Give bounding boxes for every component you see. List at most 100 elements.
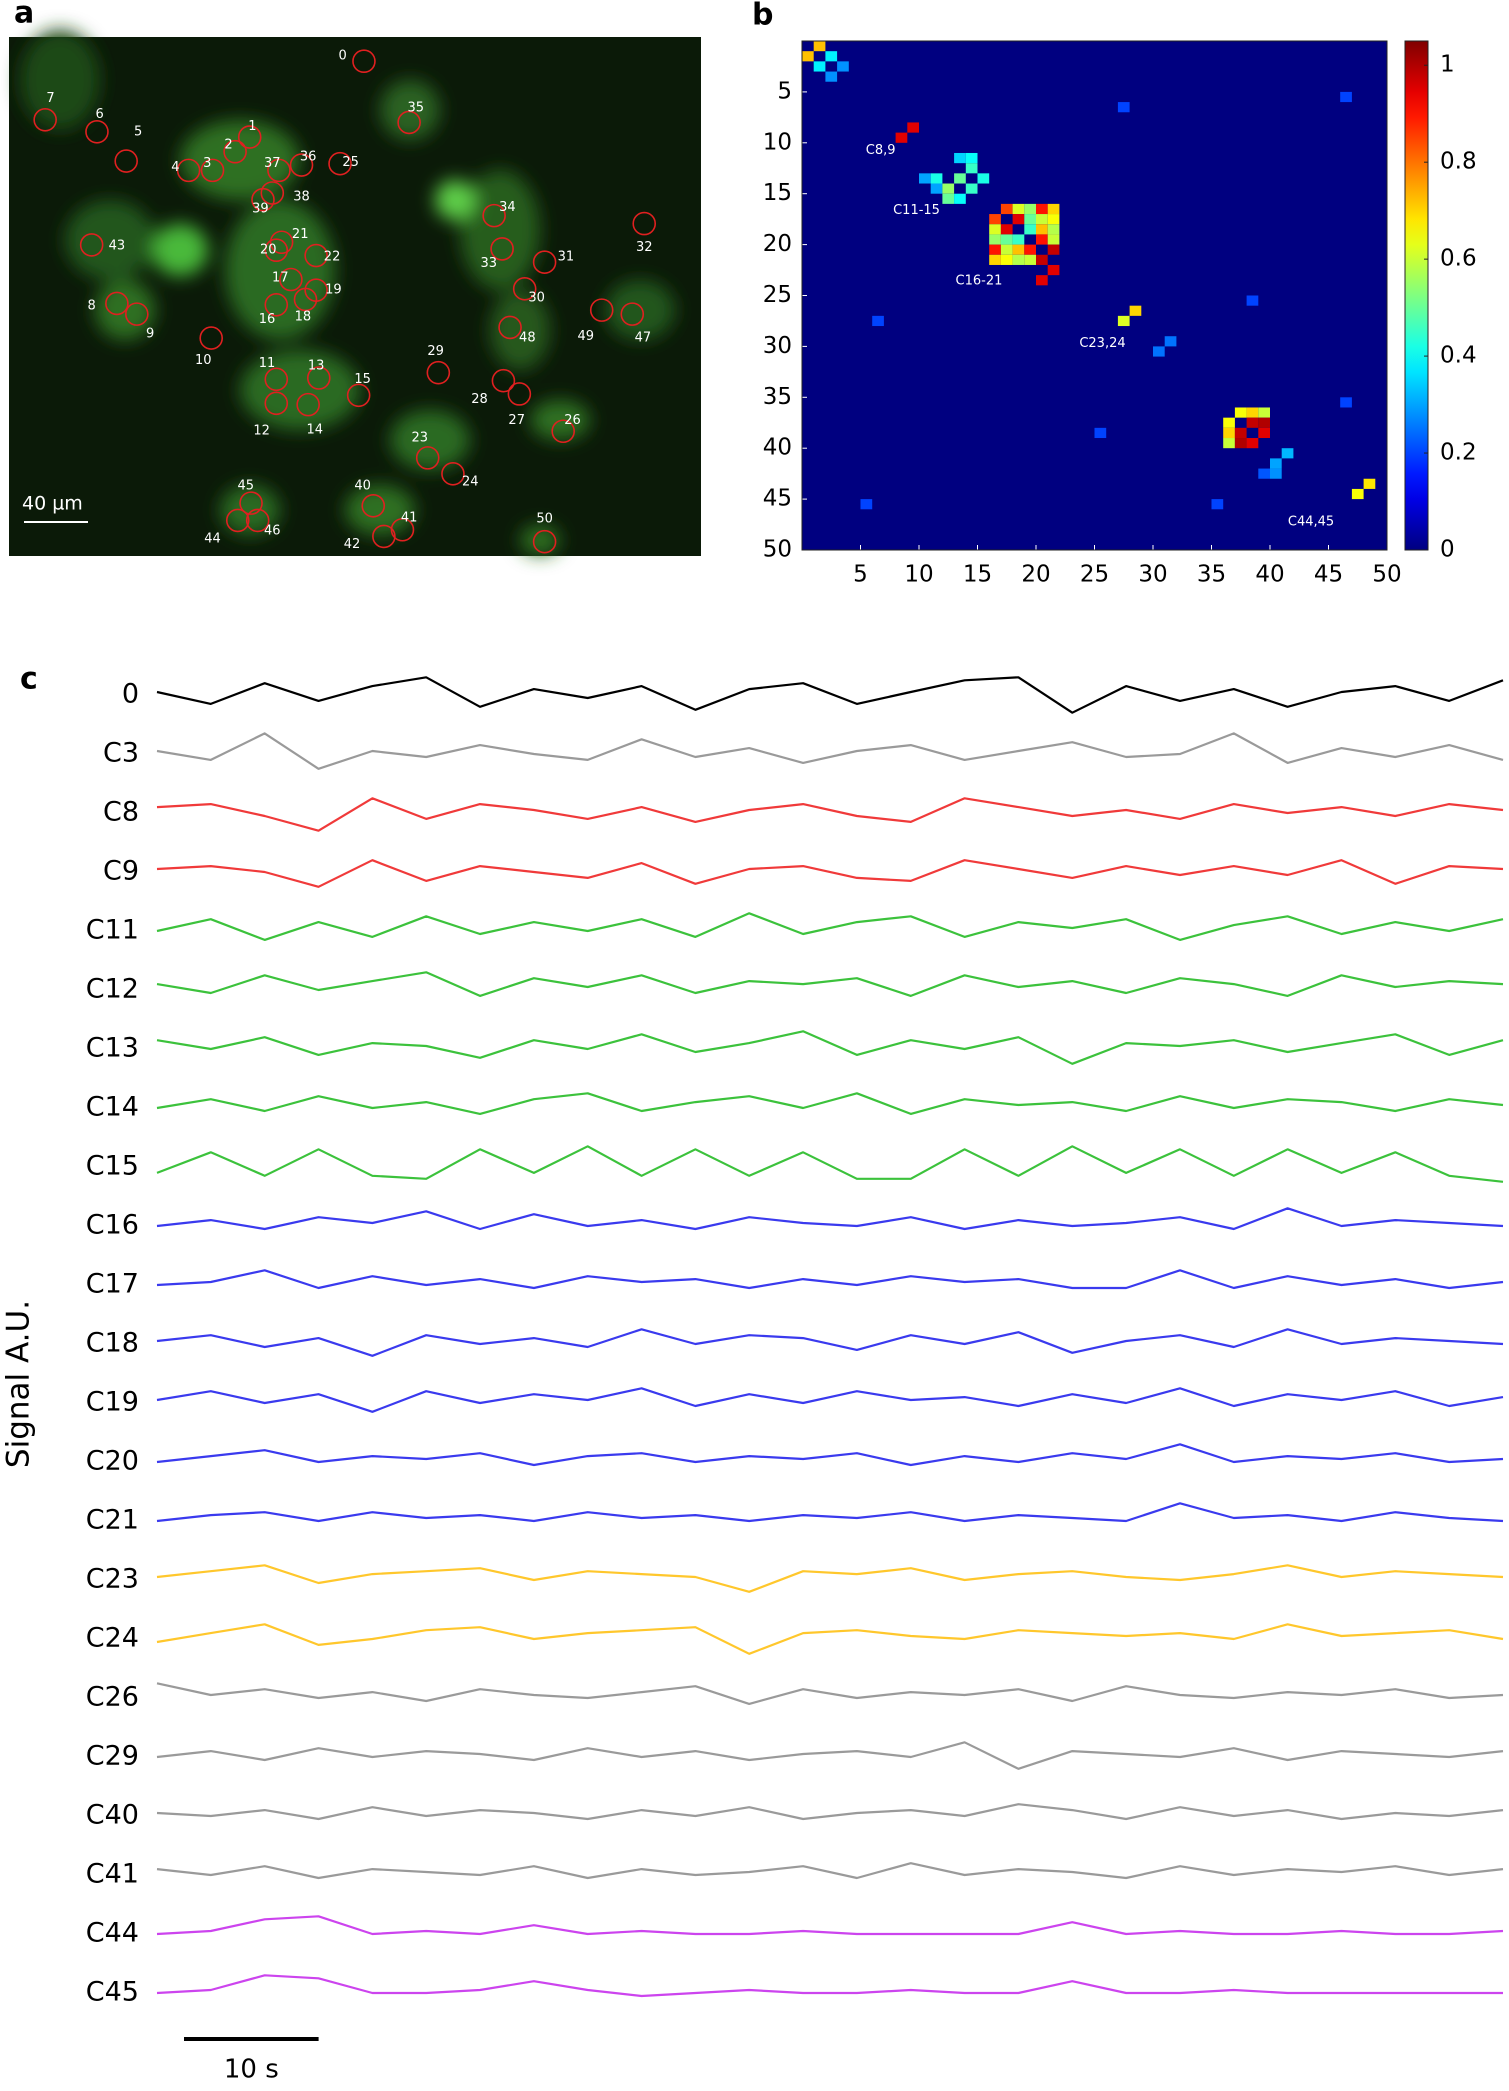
heatmap-cell [1234,438,1247,449]
trace-label: C40 [86,1800,139,1831]
heatmap-cell [989,224,1001,235]
heatmap-cell [1153,346,1165,357]
heatmap-cell [989,254,1001,265]
roi-label: 50 [536,512,553,527]
heatmap-cell [1047,224,1060,235]
trace-label: C41 [86,1859,139,1890]
y-tick-label: 45 [763,486,792,512]
roi-circle [289,153,314,177]
trace-label: 0 [122,679,139,710]
roi-circle [267,158,291,183]
roi-label: 46 [264,524,281,539]
heatmap-cell [989,234,1001,245]
trace [156,1915,1504,1936]
trace [156,1269,1504,1290]
roi-label: 15 [354,372,371,387]
roi-circle [415,446,440,470]
heatmap-cell [1036,275,1048,286]
heatmap-cell [1234,427,1247,439]
roi-circle [245,508,270,533]
roi-circle [85,119,109,144]
colorbar-tick-label: 1 [1440,52,1455,78]
heatmap-cell [1047,203,1060,215]
heatmap-cell [1000,224,1013,235]
roi-circle [372,524,396,549]
roi-circle [125,302,149,326]
trace [156,1328,1504,1357]
heatmap-cell [930,173,943,184]
heatmap-cell [1164,336,1177,347]
trace [156,1145,1504,1183]
roi-label: 19 [325,283,342,298]
roi-label: 18 [295,309,312,324]
heatmap-cell [907,122,919,133]
trace [156,912,1504,941]
trace [156,1092,1504,1115]
heatmap-cell [1363,478,1376,489]
heatmap-cell [802,51,814,62]
trace [156,1502,1504,1523]
heatmap-cell [942,193,955,204]
roi-label: 28 [471,392,488,407]
trace-label: C8 [103,797,139,828]
trace-label: C29 [86,1741,139,1772]
roi-circle [269,230,294,255]
heatmap-cell [1129,305,1142,316]
roi-label: 1 [248,119,256,134]
heatmap-cell [1036,254,1048,265]
roi-label: 41 [401,510,418,525]
heatmap-cell [1000,203,1013,215]
traces-panel: Signal A.U. 0 C3 C8 C9 C11 C12 C13 C14 C15 C16 C17 C… [1,676,1504,2085]
roi-label: 26 [564,413,581,428]
heatmap-cell [1258,407,1270,418]
roi-circle [620,302,645,326]
heatmap-cell [965,183,978,194]
heatmap-cell [1000,244,1013,255]
roi-label: 34 [499,200,516,215]
heatmap-cell [954,152,966,164]
x-tick-label: 35 [1197,562,1226,588]
trace-label: C18 [86,1328,139,1359]
panel-label: c [20,662,38,697]
roi-circle [482,203,506,228]
roi-circle [79,233,104,257]
heatmap-cell [1012,203,1025,215]
roi-label: 39 [252,201,269,216]
x-tick-label: 40 [1255,562,1284,588]
heatmap-cell [1047,214,1060,225]
roi-circle [225,508,250,533]
roi-label: 11 [259,356,276,371]
trace [156,732,1504,770]
roi-circle [352,49,376,74]
heatmap-cell [1117,315,1130,327]
heatmap-cell [1024,224,1036,235]
roi-label: 44 [204,532,221,547]
y-tick-label: 50 [763,537,792,563]
heatmap-cell [1024,244,1036,255]
trace [156,1387,1504,1413]
roi-circle [589,298,614,322]
heatmap-cell [965,152,978,164]
roi-circle [490,237,514,261]
heatmap-cell [825,51,838,62]
roi-label: 22 [324,249,341,264]
heatmap-cell [1340,397,1352,408]
roi-label: 45 [237,478,254,493]
y-tick-label: 25 [763,282,792,308]
heatmap-cell [1024,214,1036,225]
roi-label: 17 [272,271,289,286]
heatmap-cell [1234,407,1247,418]
y-tick-label: 20 [763,231,792,257]
x-tick-label: 10 [904,562,933,588]
trace-label: C3 [103,738,139,769]
annotation: C23,24 [1079,336,1125,351]
roi-label: 40 [354,478,371,493]
heatmap-cell [1047,244,1060,255]
roi-label: 7 [46,91,54,106]
roi-circle [498,315,522,340]
heatmap-cell [1246,407,1259,418]
roi-circle [296,392,320,417]
roi-label: 20 [260,243,277,258]
roi-circle [105,291,129,316]
heatmap-cell [1246,438,1259,449]
